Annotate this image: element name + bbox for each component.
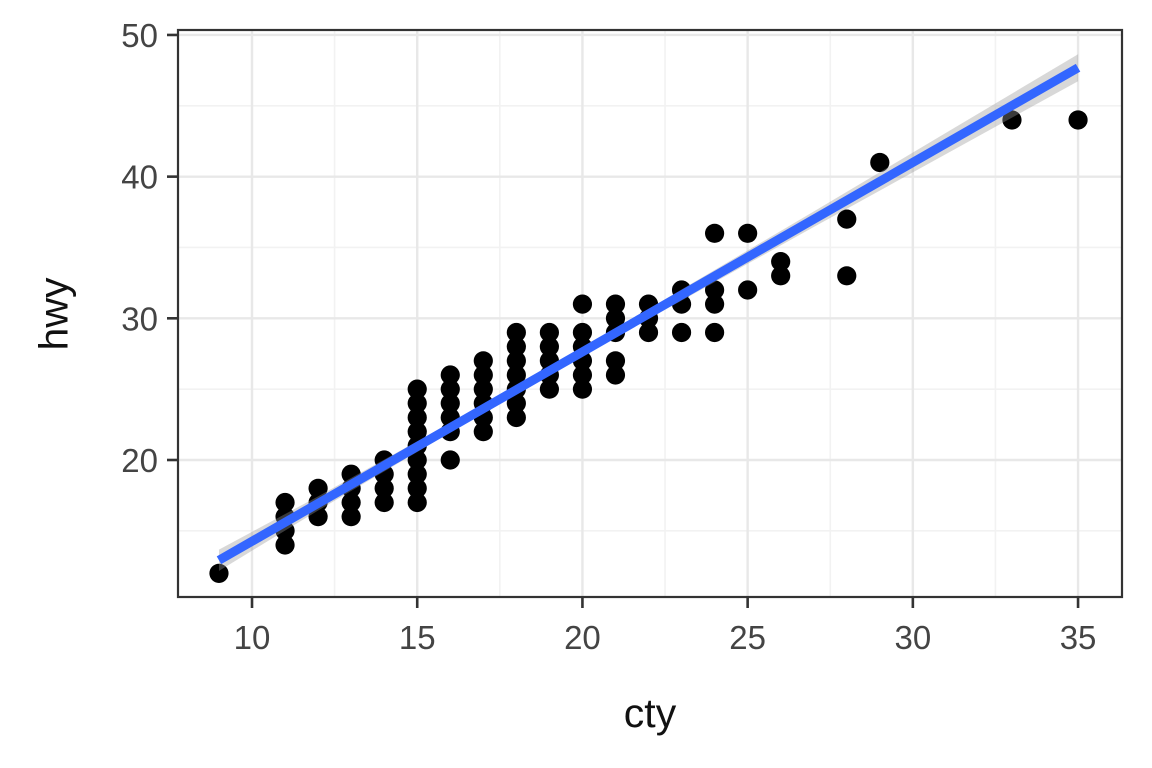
data-point: [407, 492, 427, 513]
data-point: [704, 280, 725, 300]
data-point: [771, 252, 791, 272]
data-point: [473, 351, 493, 371]
data-point: [605, 308, 626, 328]
regression-line: [216, 63, 1081, 565]
data-point: [407, 450, 427, 470]
data-point: [605, 365, 626, 385]
data-point: [638, 322, 659, 343]
data-point: [308, 478, 328, 498]
data-point: [572, 322, 593, 343]
data-point: [407, 478, 427, 498]
data-point: [473, 365, 493, 385]
y-tick-label: 20: [121, 442, 158, 479]
y-tick-label: 30: [121, 300, 158, 337]
x-tick-label: 25: [729, 619, 766, 656]
data-point: [704, 322, 725, 343]
data-point: [506, 322, 526, 343]
data-point: [704, 223, 725, 243]
data-point: [440, 393, 460, 413]
data-point: [572, 294, 593, 314]
data-point: [704, 294, 725, 314]
data-point: [275, 492, 295, 513]
data-point: [771, 266, 791, 286]
data-point: [341, 507, 361, 527]
data-point: [473, 422, 493, 442]
x-tick-label: 15: [399, 619, 436, 656]
data-point: [1068, 110, 1088, 130]
data-point: [374, 492, 394, 513]
data-point: [440, 379, 460, 399]
data-point: [407, 393, 427, 413]
data-point: [738, 280, 758, 300]
data-point: [407, 464, 427, 484]
data-point: [605, 294, 626, 314]
data-point: [671, 322, 692, 343]
x-tick-label: 10: [234, 619, 271, 656]
data-point: [341, 492, 361, 513]
data-point: [738, 223, 758, 243]
data-point: [308, 507, 328, 527]
data-point: [407, 407, 427, 428]
data-point: [506, 337, 526, 357]
data-point: [440, 450, 460, 470]
y-tick-label: 40: [121, 159, 158, 196]
x-tick-label: 35: [1060, 619, 1097, 656]
data-point: [506, 365, 526, 385]
data-point: [572, 379, 593, 399]
y-axis-title: hwy: [30, 277, 77, 351]
data-point: [440, 365, 460, 385]
data-point: [209, 563, 229, 583]
data-point: [506, 351, 526, 371]
x-tick-label: 20: [564, 619, 601, 656]
panel-border: [176, 28, 1124, 599]
data-point: [506, 407, 526, 428]
data-point: [275, 535, 295, 555]
data-point: [473, 379, 493, 399]
y-tick-label: 50: [121, 17, 158, 54]
data-point: [407, 422, 427, 442]
x-axis-title: cty: [623, 690, 677, 736]
data-point: [837, 266, 857, 286]
data-point: [506, 393, 526, 413]
data-point: [572, 365, 593, 385]
data-point: [407, 379, 427, 399]
data-point: [1002, 110, 1022, 130]
data-point: [539, 322, 559, 343]
data-point: [539, 337, 559, 357]
data-point: [870, 152, 890, 173]
data-point: [374, 478, 394, 498]
data-point: [539, 379, 559, 399]
x-tick-label: 30: [894, 619, 931, 656]
data-point: [837, 209, 857, 229]
data-point: [605, 351, 626, 371]
